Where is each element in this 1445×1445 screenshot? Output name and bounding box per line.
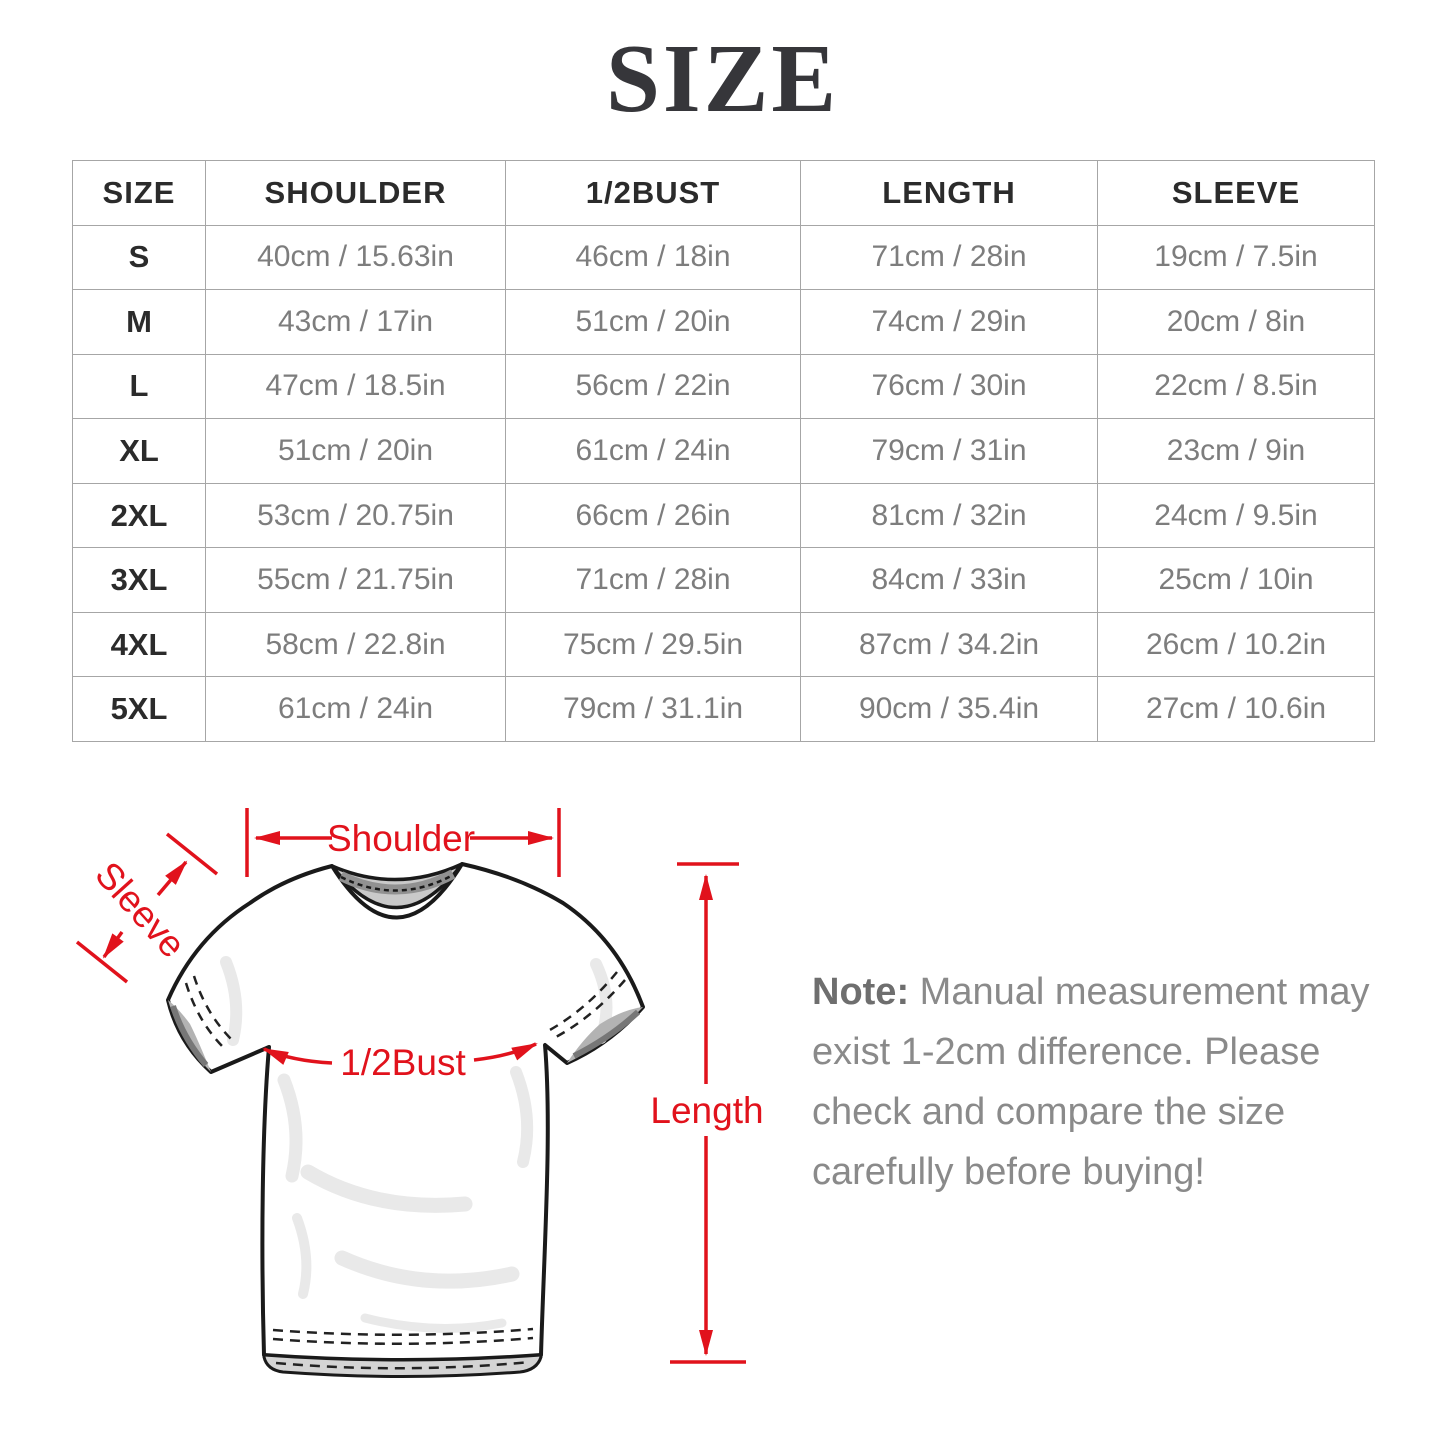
bust-label: 1/2Bust xyxy=(340,1042,466,1083)
sleeve-cell: 25cm / 10in xyxy=(1097,547,1375,613)
size-cell: 5XL xyxy=(72,676,206,742)
size-cell: XL xyxy=(72,418,206,484)
collar-stitch xyxy=(340,873,454,892)
sleeve-measure-arrow xyxy=(75,832,219,984)
shoulder-measure-arrow xyxy=(245,808,561,877)
table-header-row: SIZE SHOULDER 1/2BUST LENGTH SLEEVE xyxy=(72,160,1375,226)
table-row: S 40cm / 15.63in 46cm / 18in 71cm / 28in… xyxy=(72,224,1375,291)
left-cuff-stitch xyxy=(184,982,225,1049)
note-line: Note: Manual measurement may xyxy=(812,962,1392,1022)
bust-cell: 46cm / 18in xyxy=(505,224,801,291)
shoulder-cell: 47cm / 18.5in xyxy=(205,353,506,420)
size-cell: M xyxy=(72,289,206,355)
right-cuff xyxy=(547,971,643,1063)
shoulder-cell: 61cm / 24in xyxy=(205,676,506,742)
tshirt-measurement-diagram: Shoulder Sleeve 1/2Bust Length xyxy=(75,808,764,1378)
table-row: 5XL 61cm / 24in 79cm / 31.1in 90cm / 35.… xyxy=(72,676,1375,742)
shoulder-cell: 58cm / 22.8in xyxy=(205,611,506,678)
length-cell: 74cm / 29in xyxy=(800,289,1098,355)
header-cell-shoulder: SHOULDER xyxy=(205,160,506,226)
sleeve-cell: 24cm / 9.5in xyxy=(1097,482,1375,549)
hem-stitch xyxy=(272,1336,534,1346)
shoulder-cell: 40cm / 15.63in xyxy=(205,224,506,291)
length-cell: 87cm / 34.2in xyxy=(800,611,1098,678)
bust-cell: 79cm / 31.1in xyxy=(505,676,801,742)
bust-cell: 56cm / 22in xyxy=(505,353,801,420)
length-cell: 84cm / 33in xyxy=(800,547,1098,613)
sleeve-cell: 19cm / 7.5in xyxy=(1097,224,1375,291)
shoulder-cell: 55cm / 21.75in xyxy=(205,547,506,613)
sleeve-cell: 26cm / 10.2in xyxy=(1097,611,1375,678)
length-cell: 76cm / 30in xyxy=(800,353,1098,420)
length-label: Length xyxy=(650,1090,763,1131)
note-line-4: carefully before buying! xyxy=(812,1151,1205,1193)
shoulder-cell: 51cm / 20in xyxy=(205,418,506,484)
size-cell: L xyxy=(72,353,206,420)
shoulder-cell: 43cm / 17in xyxy=(205,289,506,355)
left-cuff xyxy=(168,975,233,1072)
bust-measure-arrow xyxy=(262,1042,538,1065)
length-cell: 71cm / 28in xyxy=(800,224,1098,291)
note-line-1: Manual measurement may xyxy=(909,971,1370,1013)
shoulder-cell: 53cm / 20.75in xyxy=(205,482,506,549)
sleeve-cell: 22cm / 8.5in xyxy=(1097,353,1375,420)
right-cuff-stitch xyxy=(547,971,618,1033)
table-row: 2XL 53cm / 20.75in 66cm / 26in 81cm / 32… xyxy=(72,482,1375,549)
header-cell-length: LENGTH xyxy=(800,160,1098,226)
length-cell: 81cm / 32in xyxy=(800,482,1098,549)
sleeve-cell: 20cm / 8in xyxy=(1097,289,1375,355)
collar xyxy=(330,862,464,910)
note-text: Note: Manual measurement may exist 1-2cm… xyxy=(812,962,1392,1202)
note-line-2: exist 1-2cm difference. Please xyxy=(812,1031,1321,1073)
header-cell-size: SIZE xyxy=(72,160,206,226)
bust-cell: 61cm / 24in xyxy=(505,418,801,484)
left-cuff-stitch xyxy=(192,975,233,1041)
table-row: XL 51cm / 20in 61cm / 24in 79cm / 31in 2… xyxy=(72,418,1375,484)
right-cuff-stitch xyxy=(553,979,626,1040)
bust-cell: 71cm / 28in xyxy=(505,547,801,613)
header-cell-sleeve: SLEEVE xyxy=(1097,160,1375,226)
size-cell: 2XL xyxy=(72,482,206,549)
hem-band-stitch xyxy=(275,1360,531,1370)
size-cell: S xyxy=(72,224,206,291)
hem xyxy=(262,1327,543,1378)
length-measure-arrow xyxy=(670,862,746,1364)
header-cell-bust: 1/2BUST xyxy=(505,160,801,226)
page-title: SIZE xyxy=(605,25,840,132)
size-table: SIZE SHOULDER 1/2BUST LENGTH SLEEVE S 40… xyxy=(72,160,1375,742)
bust-cell: 75cm / 29.5in xyxy=(505,611,801,678)
shoulder-label: Shoulder xyxy=(327,818,475,859)
sleeve-cell: 27cm / 10.6in xyxy=(1097,676,1375,742)
table-row: L 47cm / 18.5in 56cm / 22in 76cm / 30in … xyxy=(72,353,1375,420)
length-cell: 79cm / 31in xyxy=(800,418,1098,484)
tshirt-body xyxy=(166,862,645,1362)
hem-stitch xyxy=(272,1327,534,1337)
size-cell: 4XL xyxy=(72,611,206,678)
note-line-3: check and compare the size xyxy=(812,1091,1286,1133)
table-row: 4XL 58cm / 22.8in 75cm / 29.5in 87cm / 3… xyxy=(72,611,1375,678)
bust-cell: 66cm / 26in xyxy=(505,482,801,549)
hem-band xyxy=(262,1353,543,1378)
length-cell: 90cm / 35.4in xyxy=(800,676,1098,742)
tshirt-illustration xyxy=(166,862,645,1378)
table-row: M 43cm / 17in 51cm / 20in 74cm / 29in 20… xyxy=(72,289,1375,355)
sleeve-cell: 23cm / 9in xyxy=(1097,418,1375,484)
bust-cell: 51cm / 20in xyxy=(505,289,801,355)
size-cell: 3XL xyxy=(72,547,206,613)
note-prefix: Note: xyxy=(812,971,910,1013)
table-row: 3XL 55cm / 21.75in 71cm / 28in 84cm / 33… xyxy=(72,547,1375,613)
wrinkle-shading xyxy=(220,956,613,1333)
